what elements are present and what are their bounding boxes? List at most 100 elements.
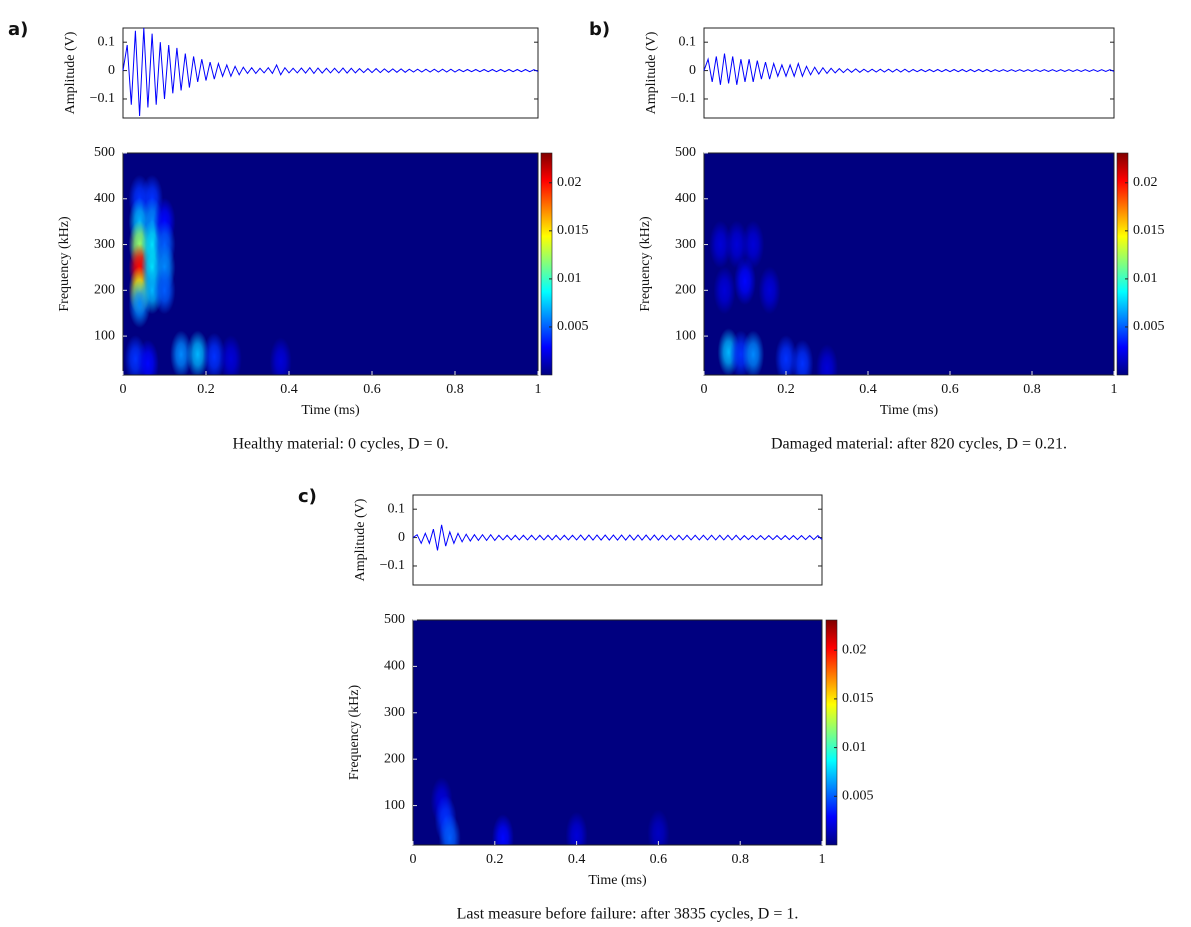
waveform: [412, 524, 823, 551]
y-axis-label: Amplitude (V): [353, 498, 368, 581]
x-tick-label: 0.6: [363, 382, 381, 397]
y-tick-label: 0: [689, 63, 696, 78]
spectrogram-cell: [758, 266, 781, 315]
spectrogram-cell: [136, 339, 159, 375]
caption: Damaged material: after 820 cycles, D = …: [771, 436, 1067, 453]
y-tick-label: 200: [675, 283, 696, 298]
x-tick-label: 0.2: [777, 382, 795, 397]
spectrogram: [124, 174, 292, 375]
colorbar-tick-label: 0.01: [557, 271, 582, 286]
colorbar-tick-label: 0.02: [842, 642, 867, 657]
colorbar-tick-label: 0.005: [1133, 319, 1165, 334]
x-tick-label: 0.8: [731, 852, 749, 867]
y-tick-label: 300: [675, 237, 696, 252]
colorbar: [540, 152, 553, 376]
spectrogram-cell: [153, 266, 176, 315]
waveform: [703, 53, 1115, 85]
panel-label: b): [589, 19, 610, 40]
colorbar-tick-label: 0.005: [557, 319, 589, 334]
spectrogram-cell: [713, 266, 736, 315]
x-axis-label: Time (ms): [301, 403, 360, 418]
y-axis-label: Frequency (kHz): [57, 216, 72, 312]
spectrogram-cell: [565, 811, 588, 845]
y-tick-label: 400: [384, 659, 405, 674]
spectrogram-cell: [816, 344, 838, 375]
spectrogram-cell: [709, 220, 732, 269]
spectrogram-cell: [647, 809, 670, 845]
x-tick-label: 0.6: [650, 852, 668, 867]
y-tick-label: 200: [94, 283, 115, 298]
x-tick-label: 0.6: [941, 382, 959, 397]
x-tick-label: 0.8: [446, 382, 464, 397]
x-tick-label: 0.8: [1023, 382, 1041, 397]
x-tick-label: 0.2: [486, 852, 504, 867]
x-tick-label: 0: [120, 382, 127, 397]
y-tick-label: −0.1: [380, 558, 405, 573]
colorbar-tick-label: 0.02: [1133, 175, 1158, 190]
spectrogram-cell: [438, 814, 461, 845]
x-tick-label: 0: [701, 382, 708, 397]
y-tick-label: 500: [384, 612, 405, 627]
colorbar: [825, 619, 838, 846]
panel-label: a): [8, 19, 28, 40]
y-axis-label: Amplitude (V): [63, 31, 78, 114]
x-tick-label: 1: [819, 852, 826, 867]
waveform: [122, 27, 539, 117]
colorbar-tick-label: 0.02: [557, 175, 582, 190]
panel-label: c): [298, 486, 317, 507]
y-tick-label: −0.1: [671, 91, 696, 106]
spectrogram-cell: [269, 337, 292, 375]
x-tick-label: 0.2: [197, 382, 215, 397]
x-axis-label: Time (ms): [588, 873, 647, 888]
y-tick-label: 100: [94, 328, 115, 343]
y-tick-label: 300: [384, 705, 405, 720]
y-tick-label: 400: [675, 191, 696, 206]
plot-frame: [122, 152, 539, 376]
y-tick-label: 200: [384, 751, 405, 766]
spectrogram: [709, 220, 838, 375]
y-tick-label: 0.1: [388, 501, 406, 516]
colorbar-tick-label: 0.015: [1133, 223, 1165, 238]
spectrogram: [430, 776, 670, 845]
y-tick-label: 300: [94, 237, 115, 252]
plot-frame: [412, 619, 823, 846]
x-tick-label: 0: [410, 852, 417, 867]
spectrogram-cell: [491, 814, 514, 845]
x-tick-label: 1: [535, 382, 542, 397]
caption: Healthy material: 0 cycles, D = 0.: [232, 436, 448, 453]
y-tick-label: 500: [675, 145, 696, 160]
colorbar-tick-label: 0.015: [557, 223, 589, 238]
plot-frame: [703, 152, 1115, 376]
x-tick-label: 0.4: [280, 382, 298, 397]
colorbar: [1116, 152, 1129, 376]
spectrogram-cell: [734, 257, 756, 306]
spectrogram-cell: [219, 334, 242, 375]
x-tick-label: 1: [1111, 382, 1118, 397]
spectrogram-cell: [791, 339, 814, 375]
x-tick-label: 0.4: [859, 382, 877, 397]
spectrogram-cell: [170, 330, 193, 375]
plot-area: [413, 620, 822, 845]
spectrogram-cell: [742, 220, 765, 269]
spectrogram-cell: [186, 330, 209, 375]
x-axis-label: Time (ms): [880, 403, 939, 418]
y-tick-label: −0.1: [90, 91, 115, 106]
y-axis-label: Frequency (kHz): [347, 685, 362, 781]
plot-frame: [703, 27, 1115, 119]
y-axis-label: Frequency (kHz): [638, 216, 653, 312]
x-tick-label: 0.4: [568, 852, 586, 867]
y-tick-label: 0: [108, 63, 115, 78]
colorbar-tick-label: 0.015: [842, 691, 874, 706]
spectrogram-cell: [203, 332, 226, 375]
spectrogram-cell: [725, 220, 748, 269]
plot-area: [704, 153, 1114, 375]
y-tick-label: 0.1: [98, 34, 116, 49]
y-tick-label: 500: [94, 145, 115, 160]
y-tick-label: 0: [398, 530, 405, 545]
colorbar-tick-label: 0.01: [842, 740, 867, 755]
y-axis-label: Amplitude (V): [644, 31, 659, 114]
spectrogram-cell: [742, 330, 765, 375]
y-tick-label: 0.1: [679, 34, 697, 49]
caption: Last measure before failure: after 3835 …: [457, 906, 799, 923]
